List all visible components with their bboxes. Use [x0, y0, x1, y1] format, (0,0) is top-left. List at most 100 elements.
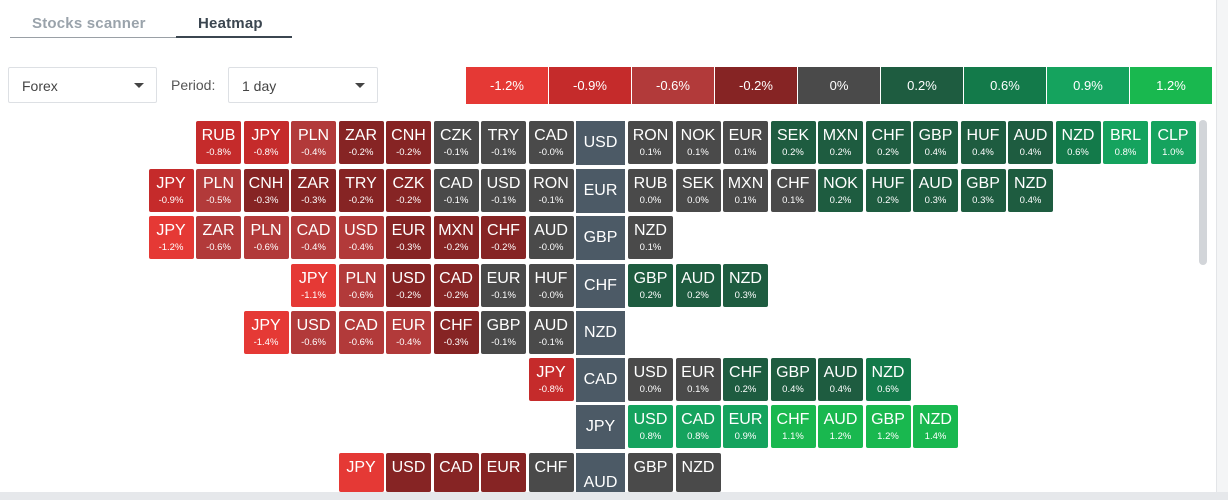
currency-tile-gbp[interactable]: GBP -0.1% [481, 311, 526, 354]
currency-tile-usd[interactable]: USD [386, 453, 431, 492]
tile-symbol: CHF [776, 175, 810, 192]
currency-tile-aud[interactable]: AUD 1.2% [818, 405, 863, 448]
currency-tile-huf[interactable]: HUF -0.0% [528, 264, 574, 307]
currency-tile-aud[interactable]: AUD 0.3% [913, 169, 958, 212]
currency-tile-gbp[interactable]: GBP 1.2% [865, 405, 911, 448]
currency-tile-mxn[interactable]: MXN 0.1% [723, 169, 768, 212]
tile-change: 0.2% [877, 147, 899, 158]
currency-tile-eur[interactable]: EUR 0.1% [675, 358, 721, 401]
currency-tile-mxn[interactable]: MXN 0.2% [818, 121, 863, 164]
currency-tile-cad[interactable]: CAD -0.4% [291, 216, 336, 259]
currency-tile-brl[interactable]: BRL 0.8% [1103, 121, 1148, 164]
currency-tile-pln[interactable]: PLN -0.4% [291, 121, 336, 164]
currency-tile-nzd[interactable]: NZD 0.6% [1055, 121, 1101, 164]
currency-tile-ron[interactable]: RON 0.1% [628, 121, 673, 164]
currency-tile-jpy[interactable]: JPY -1.1% [291, 264, 336, 307]
currency-tile-gbp[interactable]: GBP 0.4% [913, 121, 958, 164]
currency-tile-gbp[interactable]: GBP [628, 453, 673, 492]
market-select[interactable]: Forex [8, 67, 157, 103]
currency-tile-pln[interactable]: PLN -0.6% [243, 216, 289, 259]
tile-change: 1.2% [829, 431, 852, 442]
currency-tile-cad[interactable]: CAD -0.0% [528, 121, 574, 164]
currency-tile-rub[interactable]: RUB -0.8% [196, 121, 241, 164]
currency-tile-cad[interactable]: CAD -0.1% [433, 169, 479, 212]
currency-tile-jpy[interactable]: JPY [338, 453, 384, 492]
currency-tile-nzd[interactable]: NZD 0.6% [865, 358, 911, 401]
currency-tile-cnh[interactable]: CNH -0.3% [243, 169, 289, 212]
currency-tile-cad[interactable]: CAD -0.2% [433, 264, 479, 307]
currency-tile-zar[interactable]: ZAR -0.6% [196, 216, 241, 259]
currency-tile-aud[interactable]: AUD 0.2% [675, 264, 721, 307]
currency-tile-usd[interactable]: USD -0.2% [386, 264, 431, 307]
currency-tile-usd[interactable]: USD -0.4% [338, 216, 384, 259]
currency-tile-jpy[interactable]: JPY -0.8% [528, 358, 574, 401]
currency-tile-nzd[interactable]: NZD 1.4% [913, 405, 958, 448]
currency-tile-cnh[interactable]: CNH -0.2% [386, 121, 431, 164]
currency-tile-jpy[interactable]: JPY -1.4% [243, 311, 289, 354]
currency-tile-cad[interactable]: CAD [433, 453, 479, 492]
currency-tile-clp[interactable]: CLP 1.0% [1150, 121, 1196, 164]
currency-tile-eur[interactable]: EUR 0.9% [723, 405, 768, 448]
currency-tile-ron[interactable]: RON -0.1% [528, 169, 574, 212]
currency-tile-eur[interactable]: EUR -0.3% [386, 216, 431, 259]
currency-tile-eur[interactable]: EUR [481, 453, 526, 492]
tile-symbol: CHF [871, 127, 905, 144]
currency-tile-czk[interactable]: CZK -0.1% [433, 121, 479, 164]
currency-tile-chf[interactable]: CHF 0.2% [723, 358, 768, 401]
tab-heatmap[interactable]: Heatmap [198, 15, 263, 32]
currency-tile-nzd[interactable]: NZD 0.3% [723, 264, 768, 307]
currency-tile-eur[interactable]: EUR 0.1% [723, 121, 768, 164]
currency-tile-eur[interactable]: EUR -0.4% [386, 311, 431, 354]
tile-symbol: BRL [1109, 127, 1142, 144]
currency-tile-aud[interactable]: AUD -0.1% [528, 311, 574, 354]
currency-tile-nzd[interactable]: NZD 0.1% [628, 216, 673, 259]
currency-tile-jpy[interactable]: JPY -0.9% [148, 169, 194, 212]
currency-tile-cad[interactable]: CAD 0.8% [675, 405, 721, 448]
currency-tile-chf[interactable]: CHF 1.1% [770, 405, 816, 448]
currency-tile-nok[interactable]: NOK 0.1% [675, 121, 721, 164]
currency-tile-jpy[interactable]: JPY -0.8% [243, 121, 289, 164]
currency-tile-usd[interactable]: USD -0.1% [481, 169, 526, 212]
currency-tile-chf[interactable]: CHF 0.2% [865, 121, 911, 164]
currency-tile-aud[interactable]: AUD 0.4% [1008, 121, 1053, 164]
currency-tile-usd[interactable]: USD 0.0% [628, 358, 673, 401]
tile-symbol: AUD [534, 222, 568, 239]
currency-tile-nzd[interactable]: NZD 0.4% [1008, 169, 1053, 212]
currency-tile-sek[interactable]: SEK 0.0% [675, 169, 721, 212]
currency-tile-chf[interactable]: CHF -0.3% [433, 311, 479, 354]
currency-tile-zar[interactable]: ZAR -0.2% [338, 121, 384, 164]
heatmap-scrollbar[interactable] [1199, 120, 1207, 265]
currency-tile-nzd[interactable]: NZD [675, 453, 721, 492]
currency-tile-gbp[interactable]: GBP 0.4% [770, 358, 816, 401]
currency-tile-cad[interactable]: CAD -0.6% [338, 311, 384, 354]
period-select[interactable]: 1 day [228, 67, 378, 103]
currency-tile-chf[interactable]: CHF [528, 453, 574, 492]
currency-tile-huf[interactable]: HUF 0.4% [960, 121, 1006, 164]
currency-tile-huf[interactable]: HUF 0.2% [865, 169, 911, 212]
tile-change: -0.2% [348, 195, 374, 206]
currency-tile-jpy[interactable]: JPY -1.2% [148, 216, 194, 259]
currency-tile-usd[interactable]: USD 0.8% [628, 405, 673, 448]
currency-tile-zar[interactable]: ZAR -0.3% [291, 169, 336, 212]
currency-tile-eur[interactable]: EUR -0.1% [481, 264, 526, 307]
currency-tile-aud[interactable]: AUD 0.4% [818, 358, 863, 401]
currency-tile-chf[interactable]: CHF 0.1% [770, 169, 816, 212]
tile-symbol: CAD [439, 459, 473, 476]
currency-tile-chf[interactable]: CHF -0.2% [481, 216, 526, 259]
currency-tile-pln[interactable]: PLN -0.5% [196, 169, 241, 212]
currency-tile-nok[interactable]: NOK 0.2% [818, 169, 863, 212]
currency-tile-try[interactable]: TRY -0.2% [338, 169, 384, 212]
currency-tile-usd[interactable]: USD -0.6% [291, 311, 336, 354]
currency-tile-gbp[interactable]: GBP 0.2% [628, 264, 673, 307]
currency-tile-czk[interactable]: CZK -0.2% [386, 169, 431, 212]
tile-change: 0.2% [829, 195, 852, 206]
currency-tile-rub[interactable]: RUB 0.0% [628, 169, 673, 212]
currency-tile-pln[interactable]: PLN -0.6% [338, 264, 384, 307]
currency-tile-sek[interactable]: SEK 0.2% [770, 121, 816, 164]
currency-tile-mxn[interactable]: MXN -0.2% [433, 216, 479, 259]
legend-cell: -0.6% [632, 67, 715, 104]
currency-tile-try[interactable]: TRY -0.1% [481, 121, 526, 164]
currency-tile-aud[interactable]: AUD -0.0% [528, 216, 574, 259]
currency-tile-gbp[interactable]: GBP 0.3% [960, 169, 1006, 212]
tab-stocks-scanner[interactable]: Stocks scanner [32, 15, 146, 32]
